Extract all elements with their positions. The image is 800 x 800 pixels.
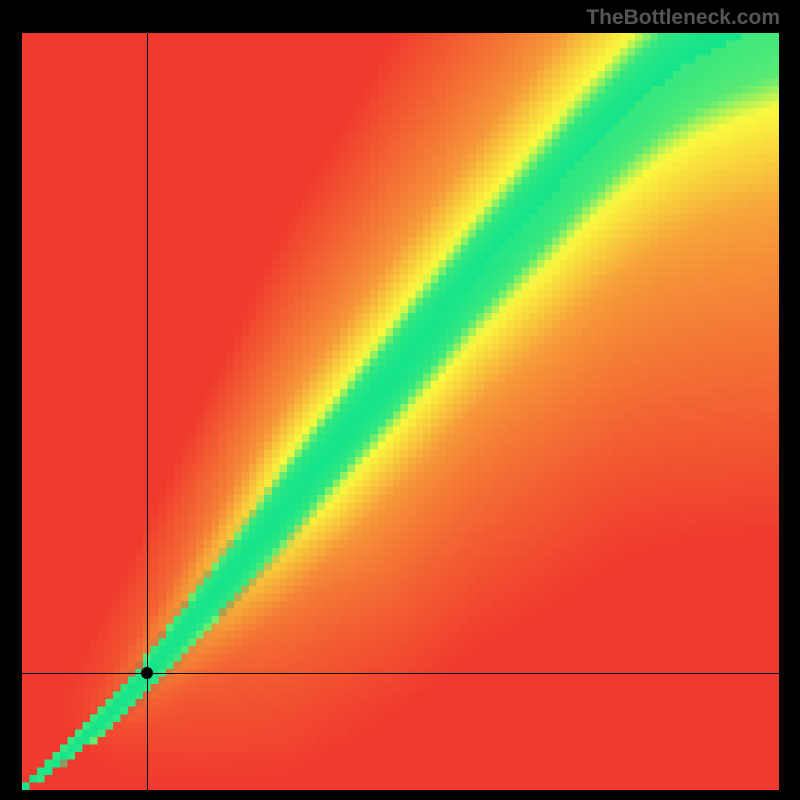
crosshair-horizontal — [22, 673, 779, 674]
watermark-text: TheBottleneck.com — [586, 6, 780, 30]
plot-viewport — [22, 33, 779, 790]
crosshair-marker — [141, 667, 153, 679]
heatmap-canvas — [22, 33, 779, 790]
chart-container: TheBottleneck.com — [0, 0, 800, 800]
